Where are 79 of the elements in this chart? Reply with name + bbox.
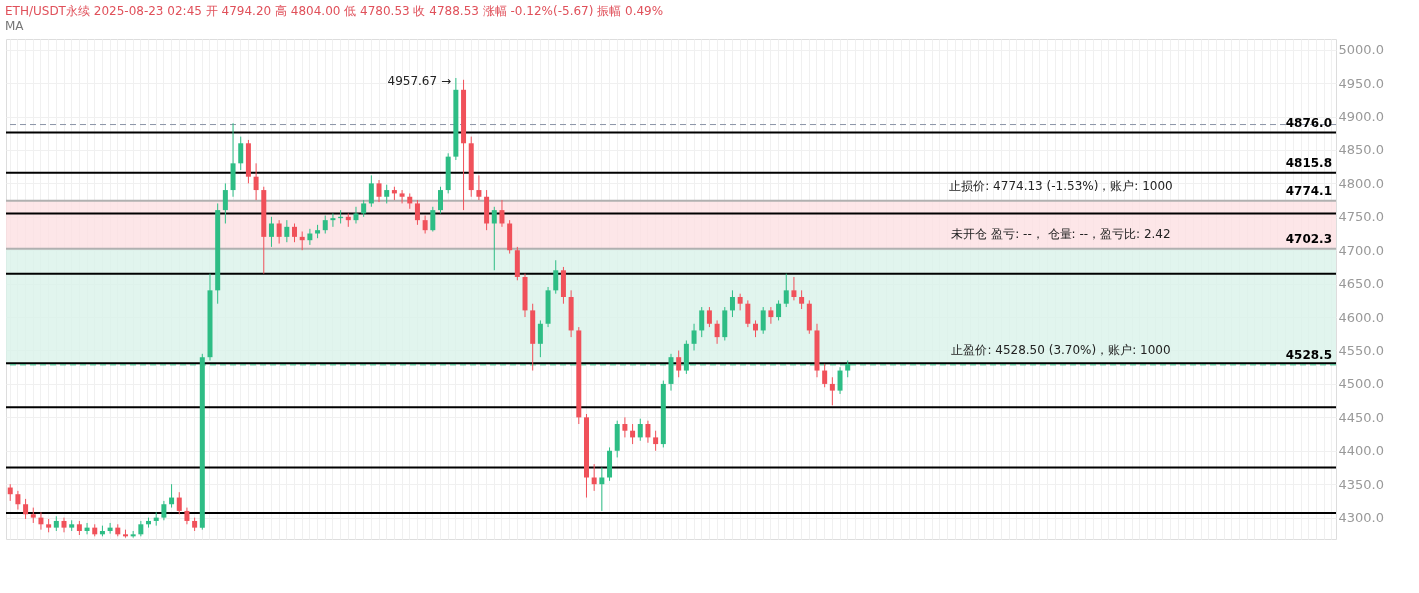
candlestick — [768, 306, 774, 325]
candlestick — [729, 289, 735, 318]
candlestick — [307, 228, 313, 246]
candlestick — [491, 206, 497, 271]
candlestick — [353, 206, 359, 224]
candlestick — [699, 306, 705, 338]
candlestick — [499, 199, 505, 228]
candlestick — [61, 517, 67, 533]
candlestick — [368, 174, 374, 208]
candlestick — [438, 186, 443, 214]
candlestick — [776, 299, 782, 321]
candlestick — [637, 418, 643, 442]
chart-title: ETH/USDT永续 2025-08-23 02:45 开 4794.20 高 4804.00 低 4780.53 收 4788.53 涨幅 -0.12%(-5.67) 振幅 0.49% — [5, 4, 664, 18]
y-tick-label: 4600.0 — [1338, 309, 1384, 325]
annotation: 未开仓 盈亏: --， 仓量: --，盈亏比: 2.42 — [951, 226, 1171, 241]
candlestick — [38, 511, 44, 531]
candlestick — [745, 299, 751, 328]
candlestick — [176, 491, 182, 515]
candlestick — [676, 350, 682, 378]
candlestick — [292, 222, 298, 243]
candlestick — [630, 423, 636, 445]
candlestick — [276, 219, 282, 245]
candlestick — [791, 276, 797, 301]
ref-line-label: 4815.8 — [1285, 155, 1332, 170]
candlestick — [829, 376, 835, 406]
y-tick-label: 4800.0 — [1338, 175, 1384, 191]
candlestick — [284, 219, 290, 243]
candlestick — [322, 214, 328, 235]
y-tick-label: 4450.0 — [1338, 409, 1384, 425]
candlestick — [760, 306, 766, 335]
y-tick-label: 4400.0 — [1338, 443, 1384, 459]
annotation: 止盈价: 4528.50 (3.70%)，账户: 1000 — [951, 342, 1171, 357]
y-tick-label: 4650.0 — [1338, 276, 1384, 292]
candlestick — [330, 212, 336, 228]
candlestick — [691, 323, 697, 351]
annotation: 止损价: 4774.13 (-1.53%)，账户: 1000 — [949, 178, 1173, 193]
candlestick — [422, 214, 428, 235]
candlestick — [706, 306, 712, 328]
candlestick — [799, 289, 805, 310]
ref-line-label: 4876.0 — [1285, 115, 1332, 130]
candlestick — [645, 420, 651, 444]
y-tick-label: 4550.0 — [1338, 343, 1384, 358]
candlestick — [822, 363, 828, 388]
candlestick — [783, 273, 789, 308]
candlestick — [384, 184, 390, 204]
candlestick — [430, 206, 436, 233]
y-tick-label: 4850.0 — [1338, 142, 1384, 158]
ref-line-label: 4702.3 — [1285, 231, 1332, 246]
candlestick — [399, 189, 405, 204]
candlestick — [15, 490, 21, 511]
candlestick — [622, 416, 628, 438]
candlestick — [653, 430, 659, 452]
candlestick — [268, 216, 274, 248]
y-tick-label: 4500.0 — [1338, 376, 1384, 392]
candlestick — [253, 162, 259, 201]
chart-subtitle: MA — [5, 19, 25, 33]
candlestick — [476, 174, 482, 201]
candlestick — [591, 463, 597, 492]
candlestick — [414, 199, 420, 226]
candlestick — [599, 466, 605, 512]
candlestick — [238, 136, 244, 171]
y-tick-label: 4950.0 — [1338, 75, 1384, 91]
y-tick-label: 4750.0 — [1338, 209, 1384, 225]
y-tick-label: 5000.0 — [1338, 42, 1384, 58]
candlestick — [376, 179, 382, 203]
y-tick-label: 4700.0 — [1338, 242, 1384, 258]
y-tick-label: 4900.0 — [1338, 109, 1384, 125]
candlestick — [537, 319, 543, 358]
ref-line-label: 4528.5 — [1285, 347, 1332, 362]
annotation: 4957.67 → — [387, 74, 451, 88]
candlestick — [222, 182, 228, 224]
candlestick — [169, 483, 175, 509]
candlestick — [714, 319, 720, 345]
candlestick — [23, 498, 29, 520]
candlestick — [161, 500, 167, 521]
y-tick-label: 4350.0 — [1338, 476, 1384, 492]
candlestick — [553, 259, 559, 295]
ref-line-label: 4774.1 — [1285, 183, 1332, 198]
y-tick-label: 4300.0 — [1338, 510, 1384, 526]
